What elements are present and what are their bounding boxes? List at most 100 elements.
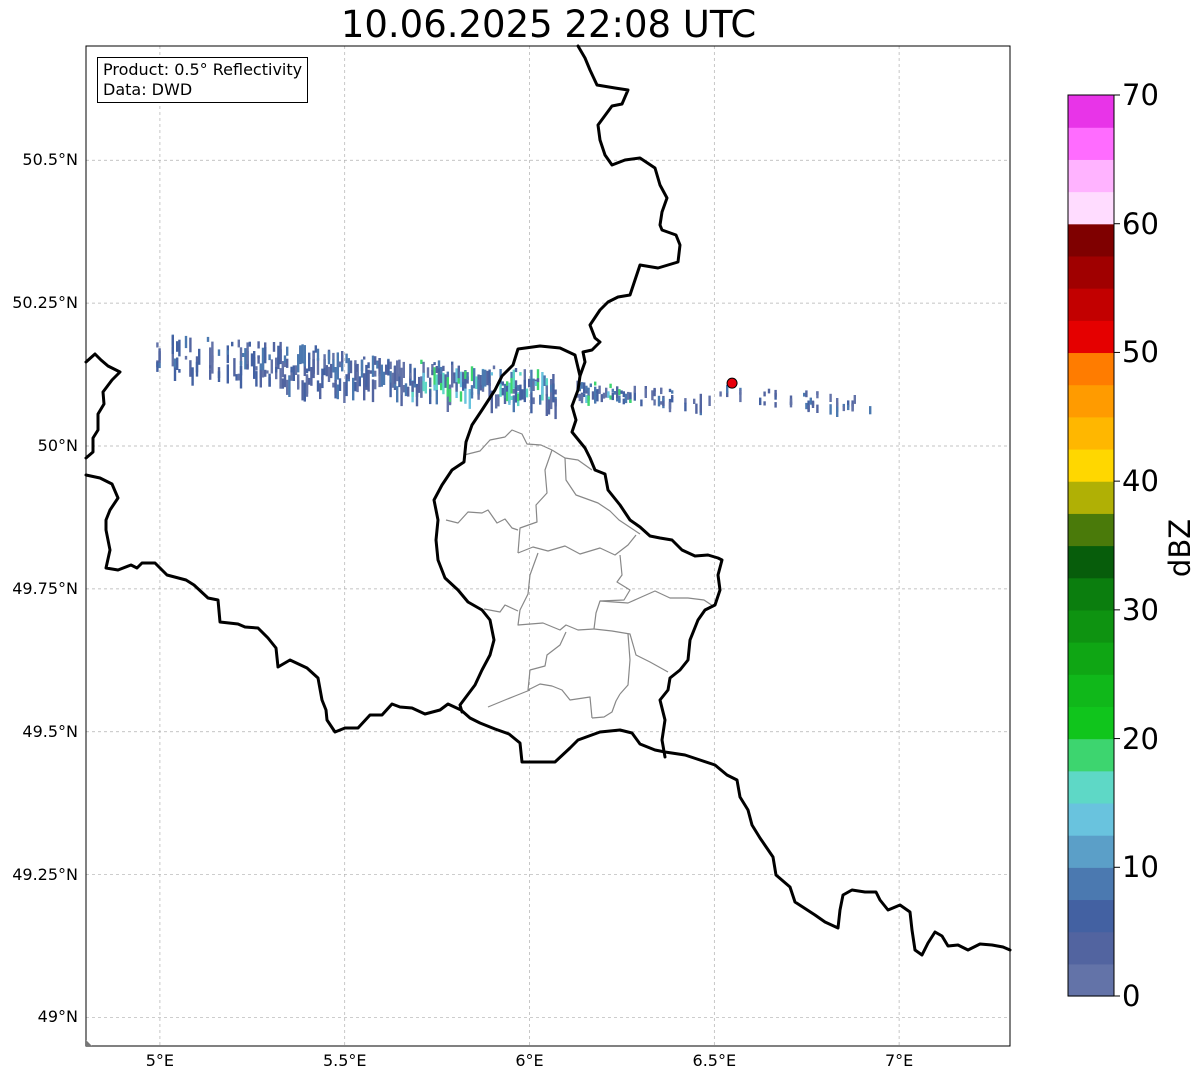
colorbar-segment-26 — [1068, 127, 1114, 160]
precip-cell-61 — [259, 369, 262, 388]
precip-cell-341 — [550, 379, 553, 385]
precip-cell-380 — [611, 388, 614, 393]
precip-cell-53 — [253, 357, 256, 379]
precip-cell-419 — [671, 395, 674, 399]
precip-cell-164 — [367, 362, 370, 369]
precip-cell-243 — [446, 377, 449, 397]
precip-cell-87 — [286, 346, 289, 356]
precip-cell-467 — [851, 400, 854, 407]
precip-cell-431 — [726, 391, 729, 398]
colorbar-tick-label-2: 20 — [1122, 721, 1159, 756]
precip-cell-365 — [589, 383, 592, 388]
precip-cell-78 — [279, 341, 282, 363]
precip-cell-109 — [308, 357, 311, 372]
precip-cell-364 — [587, 395, 590, 406]
colorbar-segment-8 — [1068, 706, 1114, 740]
precip-cell-146 — [347, 372, 350, 379]
precip-cell-13 — [176, 341, 179, 352]
precip-cell-179 — [385, 364, 388, 375]
precip-cell-279 — [484, 369, 487, 387]
precip-cell-362 — [587, 387, 590, 396]
precip-cell-366 — [591, 391, 595, 400]
precip-cell-19 — [189, 337, 192, 353]
precip-cell-409 — [657, 395, 661, 407]
precip-cell-389 — [620, 390, 623, 394]
precip-cell-14 — [178, 339, 181, 357]
precip-cell-382 — [613, 391, 617, 395]
precip-cell-318 — [525, 388, 529, 398]
precip-cell-233 — [437, 372, 441, 385]
precip-cell-292 — [501, 388, 504, 396]
precip-cell-65 — [264, 347, 267, 364]
precip-cell-320 — [530, 392, 533, 414]
precip-cell-358 — [583, 382, 586, 391]
precip-cell-308 — [514, 368, 518, 373]
precip-cell-316 — [523, 369, 526, 387]
precip-cell-451 — [807, 405, 810, 413]
precip-cell-462 — [836, 398, 839, 407]
precip-cell-398 — [629, 392, 632, 400]
precip-cell-6 — [171, 346, 174, 367]
precip-cell-457 — [816, 391, 819, 399]
precip-cell-254 — [457, 365, 460, 379]
precip-cell-383 — [616, 386, 619, 394]
precip-cell-104 — [305, 368, 309, 374]
precip-cell-260 — [462, 381, 465, 391]
precip-cell-424 — [693, 398, 696, 404]
precip-cell-262 — [464, 370, 467, 389]
precip-cell-95 — [297, 354, 300, 373]
data-source-text: Data: DWD — [103, 80, 193, 99]
precip-cell-405 — [651, 390, 654, 401]
colorbar-segment-24 — [1068, 191, 1114, 225]
precip-cell-2 — [156, 362, 159, 372]
precip-cell-249 — [453, 372, 456, 384]
precip-cell-17 — [184, 355, 188, 360]
precip-cell-80 — [281, 378, 284, 389]
precip-cell-199 — [404, 383, 408, 397]
precip-cell-291 — [501, 381, 504, 386]
colorbar-segment-5 — [1068, 802, 1114, 836]
precip-cell-294 — [503, 383, 507, 399]
precip-cell-165 — [367, 369, 370, 392]
precip-cell-288 — [499, 379, 502, 397]
precip-cell-46 — [244, 348, 247, 370]
precip-cell-418 — [668, 402, 672, 413]
graticule — [86, 46, 1010, 1046]
precip-cell-159 — [363, 381, 366, 401]
precip-cell-388 — [618, 395, 621, 403]
precip-cell-44 — [239, 366, 243, 389]
country-border-southwest — [84, 473, 1012, 957]
precip-cell-297 — [506, 395, 509, 400]
precip-cell-177 — [380, 364, 383, 387]
precip-cell-118 — [319, 383, 322, 400]
district-border-11 — [619, 633, 631, 695]
precip-cell-235 — [440, 369, 443, 388]
precip-cell-333 — [543, 375, 546, 386]
precip-cell-284 — [490, 372, 493, 376]
colorbar-segment-4 — [1068, 835, 1114, 868]
precip-cell-400 — [633, 385, 636, 393]
product-text: Product: 0.5° Reflectivity — [103, 60, 303, 79]
info-box: Product: 0.5° Reflectivity Data: DWD — [97, 57, 309, 103]
precip-cell-151 — [354, 381, 357, 392]
colorbar-segment-19 — [1068, 352, 1114, 386]
precip-cell-108 — [308, 377, 311, 385]
colorbar-segment-18 — [1068, 384, 1114, 418]
precip-cell-466 — [847, 404, 850, 411]
lat-label-4: 49.5°N — [22, 721, 78, 741]
precip-cell-368 — [594, 394, 597, 404]
precip-cell-110 — [310, 367, 313, 386]
precip-cell-206 — [411, 381, 414, 392]
precip-cell-381 — [611, 392, 614, 401]
precip-cell-455 — [816, 404, 819, 413]
precip-cell-155 — [358, 376, 361, 387]
precip-cell-170 — [374, 370, 377, 377]
colorbar-segment-20 — [1068, 320, 1114, 354]
precip-cell-306 — [512, 395, 515, 413]
precip-cell-305 — [512, 389, 515, 394]
precip-cell-399 — [633, 391, 636, 401]
precip-cell-335 — [545, 385, 548, 397]
precip-cell-90 — [290, 366, 293, 373]
precip-cell-197 — [402, 385, 405, 393]
precip-cell-23 — [198, 348, 201, 365]
